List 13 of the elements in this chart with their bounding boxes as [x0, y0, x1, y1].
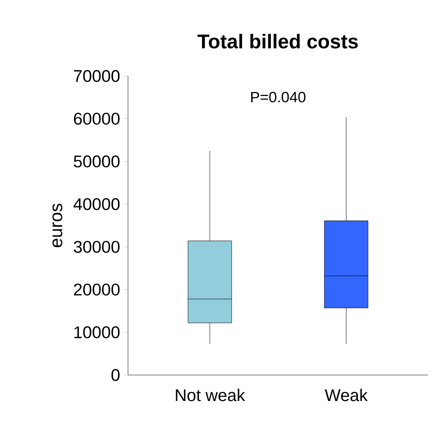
y-tick-label: 50000 [74, 155, 120, 168]
x-tick-label: Not weak [176, 388, 246, 402]
y-tick-label: 0 [111, 369, 120, 381]
y-tick-label: 20000 [74, 284, 120, 296]
chart-title: Total billed costs [198, 34, 358, 48]
y-tick-label: 60000 [74, 112, 120, 125]
y-tick-label: 10000 [74, 326, 120, 338]
x-tick-label: Weak [324, 388, 368, 402]
y-tick-label: 70000 [74, 70, 120, 82]
y-tick-label: 40000 [74, 198, 120, 210]
annotation: P=0.040 [251, 92, 306, 102]
y-axis-title: euros [52, 204, 62, 248]
y-tick-label: 30000 [74, 240, 120, 253]
